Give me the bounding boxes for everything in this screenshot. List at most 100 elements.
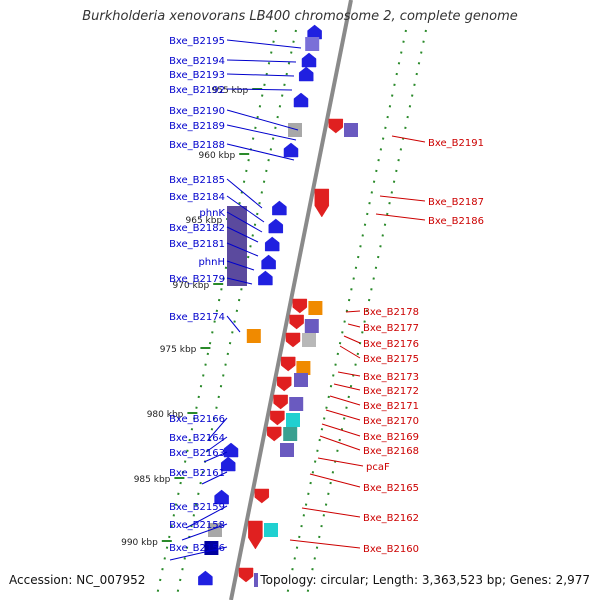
strand-guide-0 bbox=[155, 29, 277, 601]
tick-label: 965 kbp bbox=[186, 216, 223, 226]
backbone-line bbox=[229, 0, 353, 601]
forward-feature-18 bbox=[198, 570, 213, 586]
reverse-leader bbox=[347, 323, 361, 328]
reverse-feature-18 bbox=[283, 427, 298, 441]
reverse-leader bbox=[325, 409, 361, 421]
forward-feature-3 bbox=[298, 66, 314, 82]
reverse-gene-label: Bxe_B2176 bbox=[363, 339, 419, 350]
map-title: Burkholderia xenovorans LB400 chromosome… bbox=[82, 9, 518, 24]
reverse-gene-label: Bxe_B2162 bbox=[363, 513, 419, 524]
reverse-gene-label: Bxe_B2160 bbox=[363, 544, 419, 555]
tick-label: 990 kbp bbox=[121, 538, 158, 548]
forward-leader bbox=[169, 546, 228, 561]
reverse-feature-0 bbox=[328, 118, 344, 134]
reverse-leader bbox=[391, 135, 426, 143]
reverse-gene-label: Bxe_B2173 bbox=[363, 372, 419, 383]
forward-gene-label: Bxe_B2158 bbox=[169, 520, 225, 531]
strand-guide-3 bbox=[305, 29, 427, 601]
reverse-gene-label: Bxe_B2191 bbox=[428, 138, 484, 149]
reverse-gene-label: Bxe_B2178 bbox=[363, 307, 419, 318]
forward-feature-9 bbox=[264, 236, 280, 252]
forward-gene-label: Bxe_B2185 bbox=[169, 175, 225, 186]
forward-gene-label: Bxe_B2161 bbox=[169, 468, 225, 479]
forward-leader bbox=[205, 436, 228, 453]
reverse-leader bbox=[317, 457, 364, 467]
forward-leader bbox=[226, 178, 263, 209]
forward-feature-8 bbox=[268, 218, 284, 234]
forward-gene-label: Bxe_B2194 bbox=[169, 56, 225, 67]
reverse-leader bbox=[339, 345, 361, 359]
reverse-leader bbox=[319, 435, 361, 451]
forward-feature-11 bbox=[258, 270, 273, 286]
reverse-feature-12 bbox=[294, 373, 308, 387]
reverse-gene-label: Bxe_B2172 bbox=[363, 386, 419, 397]
forward-leader bbox=[201, 471, 228, 485]
forward-leader bbox=[226, 124, 297, 141]
forward-gene-label: phnK bbox=[199, 208, 225, 219]
forward-feature-10 bbox=[261, 254, 276, 270]
reverse-gene-label: Bxe_B2186 bbox=[428, 216, 484, 227]
reverse-feature-16 bbox=[286, 413, 300, 427]
tick-label: 980 kbp bbox=[147, 410, 184, 420]
forward-gene-label: Bxe_B2188 bbox=[169, 140, 225, 151]
forward-feature-5 bbox=[288, 123, 302, 137]
forward-feature-7 bbox=[272, 200, 287, 216]
forward-feature-6 bbox=[283, 142, 299, 158]
forward-leader bbox=[185, 505, 228, 529]
reverse-gene-label: Bxe_B2171 bbox=[363, 401, 419, 412]
forward-feature-0 bbox=[307, 24, 322, 40]
forward-leader bbox=[226, 242, 259, 257]
reverse-leader bbox=[337, 371, 361, 377]
forward-gene-label: Bxe_B2182 bbox=[169, 223, 225, 234]
forward-feature-1 bbox=[305, 37, 320, 51]
forward-gene-label: Bxe_B2174 bbox=[169, 312, 225, 323]
reverse-feature-1 bbox=[344, 123, 358, 137]
reverse-feature-13 bbox=[273, 394, 288, 410]
forward-gene-label: Bxe_B2181 bbox=[169, 239, 225, 250]
reverse-gene-label: Bxe_B2168 bbox=[363, 446, 419, 457]
tick-label: 970 kbp bbox=[173, 281, 210, 291]
forward-feature-2 bbox=[301, 52, 317, 68]
reverse-leader bbox=[321, 423, 361, 437]
reverse-leader bbox=[329, 395, 361, 406]
reverse-gene-label: Bxe_B2177 bbox=[363, 323, 419, 334]
forward-gene-label: phnH bbox=[198, 257, 225, 268]
forward-leader bbox=[226, 260, 255, 271]
forward-gene-label: Bxe_B2163 bbox=[169, 448, 225, 459]
forward-gene-label: Bxe_B2195 bbox=[169, 36, 225, 47]
forward-leader bbox=[226, 73, 295, 77]
forward-leader bbox=[226, 226, 259, 243]
reverse-feature-15 bbox=[270, 410, 285, 426]
reverse-leader bbox=[379, 195, 426, 202]
reverse-feature-9 bbox=[280, 356, 296, 372]
reverse-leader bbox=[289, 539, 361, 549]
forward-leader bbox=[207, 417, 228, 441]
forward-leader bbox=[226, 277, 253, 285]
reverse-feature-19 bbox=[280, 443, 294, 457]
tick-label: 985 kbp bbox=[134, 475, 171, 485]
forward-gene-label: Bxe_B2193 bbox=[169, 70, 225, 81]
reverse-feature-14 bbox=[289, 397, 304, 411]
forward-leader bbox=[181, 523, 228, 541]
reverse-leader bbox=[333, 383, 361, 391]
forward-gene-label: Bxe_B2184 bbox=[169, 192, 225, 203]
reverse-gene-label: Bxe_B2165 bbox=[363, 483, 419, 494]
forward-leader bbox=[226, 59, 297, 63]
reverse-feature-6 bbox=[304, 319, 319, 333]
forward-leader bbox=[226, 211, 263, 233]
forward-leader bbox=[203, 451, 228, 463]
forward-leader bbox=[226, 39, 302, 49]
forward-feature-14 bbox=[220, 456, 236, 472]
reverse-leader bbox=[343, 335, 361, 344]
reverse-gene-label: Bxe_B2170 bbox=[363, 416, 419, 427]
reverse-feature-4 bbox=[308, 301, 323, 315]
forward-gene-label: Bxe_B2159 bbox=[169, 502, 225, 513]
reverse-feature-5 bbox=[289, 314, 304, 330]
reverse-feature-22 bbox=[264, 523, 278, 537]
reverse-feature-11 bbox=[276, 376, 292, 392]
forward-gene-label: Bxe_B2192 bbox=[169, 85, 225, 96]
forward-leader bbox=[226, 195, 265, 223]
forward-feature-15 bbox=[214, 489, 229, 505]
